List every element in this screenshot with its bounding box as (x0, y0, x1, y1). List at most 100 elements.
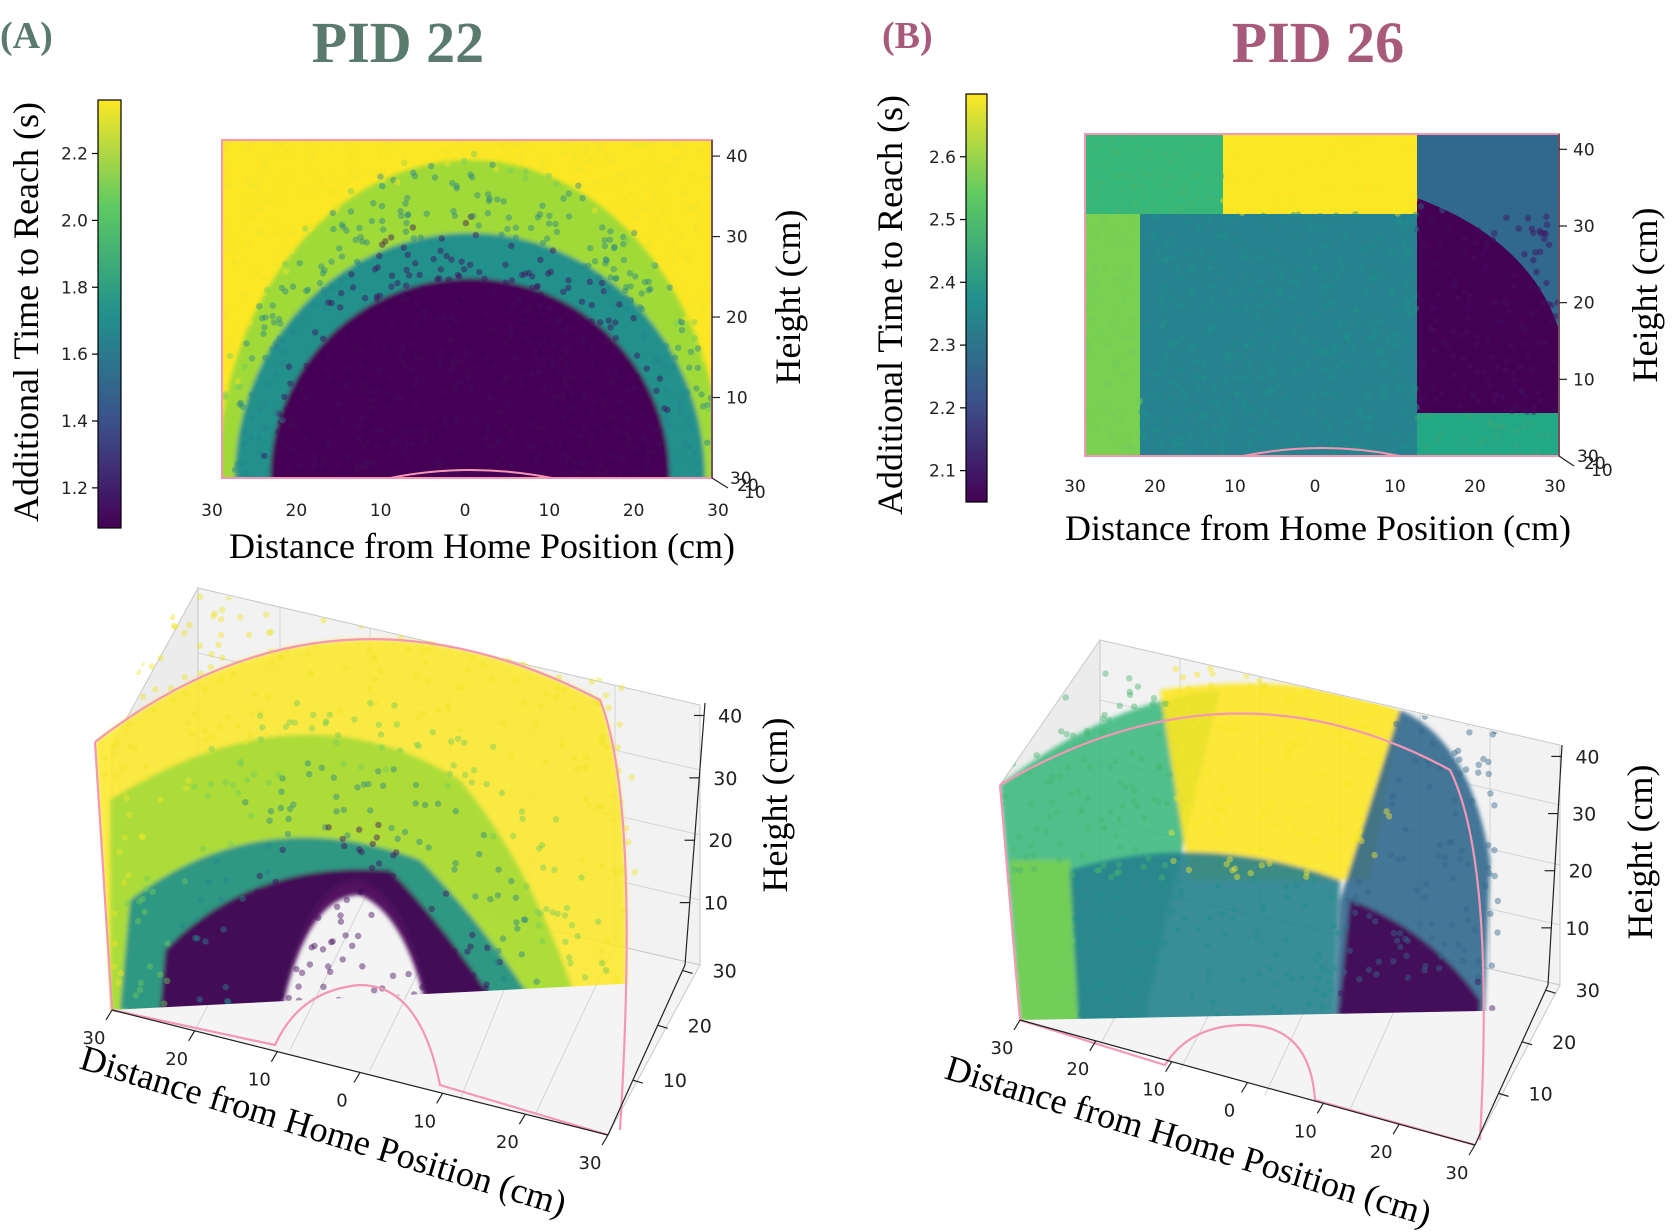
data-point (402, 228, 410, 235)
data-point (250, 1054, 256, 1060)
data-point (1400, 239, 1408, 246)
data-point (1173, 794, 1181, 802)
data-point (1322, 771, 1329, 779)
data-point (1356, 155, 1363, 162)
data-point (512, 224, 520, 231)
data-point (1168, 829, 1175, 836)
y-tick-label: 20 (1552, 1032, 1576, 1054)
data-point (405, 646, 412, 653)
data-point (429, 431, 436, 439)
data-point (1449, 875, 1457, 882)
data-point (568, 428, 576, 435)
data-point (265, 842, 272, 850)
data-point (377, 668, 384, 675)
data-point (318, 263, 325, 270)
data-point (614, 635, 622, 642)
data-point (359, 238, 366, 245)
data-point (612, 275, 619, 282)
data-point (1088, 162, 1095, 169)
data-point (1107, 808, 1114, 815)
data-point (279, 775, 286, 782)
data-point (1435, 852, 1443, 859)
data-point (603, 257, 610, 264)
data-point (1363, 153, 1370, 160)
data-point (222, 311, 227, 318)
data-point (1062, 694, 1070, 701)
data-point (605, 181, 613, 189)
data-point (366, 167, 373, 175)
data-point (430, 255, 437, 263)
data-point (489, 443, 496, 450)
data-point (1342, 148, 1349, 155)
data-point (451, 948, 458, 955)
data-point (1100, 913, 1107, 920)
data-point (1236, 353, 1244, 361)
data-point (181, 673, 189, 681)
data-point (277, 320, 284, 327)
data-point (1452, 810, 1459, 817)
data-point (1408, 978, 1415, 985)
data-point (1397, 134, 1404, 140)
data-point (602, 467, 609, 474)
data-point (332, 592, 339, 599)
data-point (604, 285, 612, 293)
data-point (1207, 325, 1214, 333)
data-point (580, 263, 588, 270)
data-point (323, 365, 330, 372)
data-point (346, 142, 354, 149)
data-point (227, 306, 234, 314)
data-point (1313, 310, 1320, 318)
data-point (148, 663, 155, 670)
data-point (1215, 786, 1223, 794)
data-point (1058, 728, 1065, 735)
data-point (278, 284, 286, 292)
data-point (375, 768, 382, 775)
data-point (499, 719, 507, 727)
data-point (616, 470, 624, 477)
data-point (561, 450, 568, 457)
data-point (1086, 341, 1094, 348)
data-point (1084, 730, 1091, 738)
data-point (1408, 311, 1415, 318)
data-point (602, 260, 609, 267)
data-point (285, 815, 292, 823)
data-point (469, 931, 476, 939)
data-point (634, 173, 641, 180)
data-point (544, 235, 551, 242)
data-point (602, 339, 609, 346)
data-point (1502, 366, 1509, 374)
data-point (1293, 279, 1301, 286)
data-point (337, 304, 344, 311)
x-tick (1089, 1040, 1097, 1052)
data-point (1250, 877, 1258, 884)
data-point (1094, 405, 1102, 412)
data-point (269, 345, 276, 352)
data-point (562, 379, 569, 386)
data-point (460, 150, 467, 157)
data-point (1117, 843, 1124, 851)
data-point (1257, 691, 1265, 698)
x-tick (353, 1072, 361, 1083)
data-point (605, 704, 612, 711)
data-point (374, 387, 381, 394)
data-point (1528, 365, 1535, 373)
data-point (1044, 779, 1052, 786)
data-point (111, 1111, 117, 1117)
data-point (1364, 134, 1371, 142)
data-point (131, 660, 139, 667)
data-point (1553, 149, 1559, 156)
data-point (508, 753, 515, 760)
data-point (1327, 147, 1334, 154)
colorbar-a-ticks: 1.21.41.61.82.02.2 (61, 145, 98, 499)
data-point (664, 406, 671, 414)
data-point (580, 391, 587, 398)
data-point (518, 382, 525, 389)
data-point (454, 683, 461, 690)
data-point (319, 461, 326, 469)
data-point (1234, 727, 1241, 734)
data-point (1405, 430, 1413, 437)
data-point (1240, 397, 1247, 404)
data-point (1322, 348, 1329, 355)
data-point (416, 838, 423, 845)
data-point (1225, 356, 1233, 364)
